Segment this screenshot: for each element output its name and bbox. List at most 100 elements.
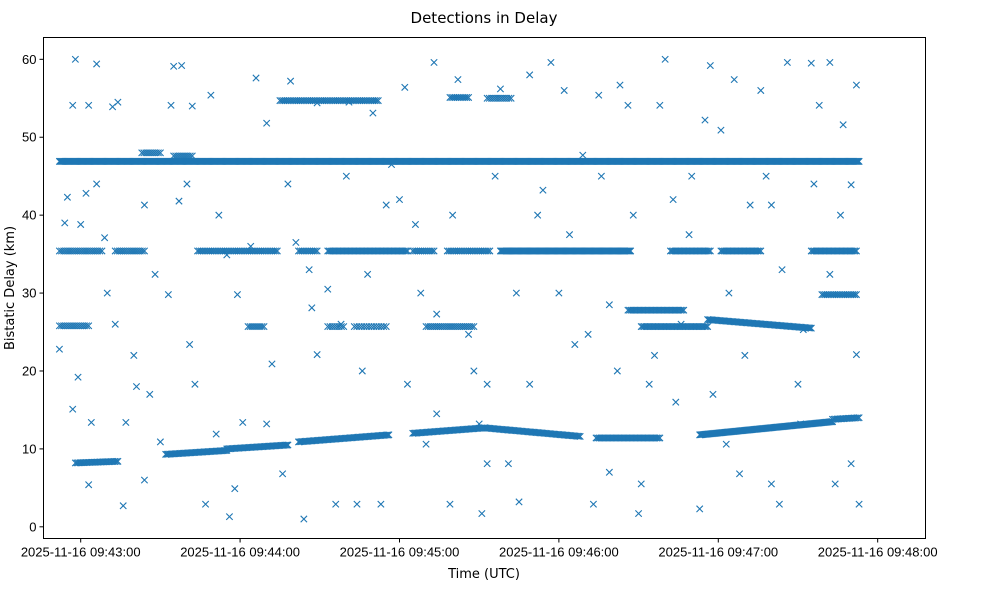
data-point bbox=[178, 61, 186, 70]
data-point bbox=[746, 201, 754, 209]
x-tick-label: 2025-11-16 09:43:00 bbox=[21, 545, 141, 560]
data-point bbox=[108, 103, 117, 111]
data-point bbox=[852, 351, 861, 359]
data-point bbox=[233, 291, 242, 299]
data-point bbox=[231, 485, 239, 493]
data-point bbox=[111, 320, 119, 328]
data-point bbox=[342, 172, 350, 180]
x-tick-label: 2025-11-16 09:45:00 bbox=[340, 545, 460, 560]
data-point bbox=[515, 498, 523, 506]
data-point bbox=[470, 367, 478, 375]
data-point bbox=[273, 247, 281, 255]
y-tick-label: 30 bbox=[22, 286, 36, 301]
data-point bbox=[526, 71, 534, 79]
data-point bbox=[140, 247, 149, 255]
data-point bbox=[372, 97, 380, 105]
data-point bbox=[807, 59, 815, 67]
data-point bbox=[855, 157, 863, 165]
data-point bbox=[565, 231, 574, 239]
y-tick-label: 50 bbox=[22, 130, 36, 145]
data-point bbox=[852, 414, 860, 422]
data-point bbox=[284, 180, 292, 188]
data-point bbox=[85, 101, 93, 109]
y-axis: 0 10 20 30 40 50 60 bbox=[22, 52, 44, 534]
data-point bbox=[164, 291, 172, 299]
data-point bbox=[645, 380, 653, 388]
data-point bbox=[449, 211, 457, 219]
data-point bbox=[836, 211, 845, 219]
y-tick-label: 60 bbox=[22, 52, 36, 67]
data-point bbox=[93, 60, 101, 68]
data-point bbox=[483, 460, 491, 468]
data-point bbox=[69, 101, 77, 109]
data-point bbox=[704, 322, 712, 331]
data-point bbox=[555, 289, 563, 297]
data-point bbox=[735, 470, 744, 478]
data-point bbox=[717, 126, 725, 134]
data-point bbox=[252, 74, 260, 82]
data-point bbox=[247, 242, 255, 250]
data-point bbox=[478, 509, 486, 518]
data-point bbox=[271, 247, 280, 255]
data-point bbox=[854, 157, 862, 165]
data-point bbox=[369, 109, 377, 117]
data-point bbox=[215, 211, 223, 219]
data-point bbox=[810, 180, 818, 188]
data-point bbox=[654, 434, 662, 442]
data-point bbox=[741, 351, 749, 359]
data-point bbox=[258, 322, 266, 331]
data-point bbox=[616, 81, 624, 89]
data-point bbox=[308, 304, 316, 312]
data-point bbox=[496, 85, 505, 93]
y-tick-label: 0 bbox=[29, 519, 36, 534]
data-point bbox=[77, 220, 85, 229]
data-point bbox=[623, 247, 632, 255]
data-point bbox=[101, 234, 109, 242]
data-point bbox=[484, 247, 492, 255]
data-point bbox=[853, 157, 861, 165]
data-point bbox=[815, 101, 823, 109]
data-point bbox=[629, 211, 637, 219]
data-point bbox=[313, 99, 321, 107]
y-axis-label: Bistatic Delay (km) bbox=[3, 226, 18, 350]
data-point bbox=[706, 247, 714, 255]
data-point bbox=[757, 86, 765, 95]
data-point bbox=[446, 500, 454, 508]
data-point bbox=[191, 380, 199, 388]
data-point bbox=[855, 414, 863, 422]
data-point bbox=[430, 58, 438, 67]
data-point bbox=[337, 322, 346, 331]
data-point bbox=[799, 326, 807, 334]
data-point bbox=[454, 75, 462, 84]
data-point bbox=[700, 322, 709, 331]
data-point bbox=[475, 420, 483, 428]
data-point bbox=[138, 247, 146, 255]
data-point bbox=[395, 195, 404, 204]
data-point bbox=[402, 247, 410, 255]
data-point bbox=[852, 81, 861, 89]
data-point bbox=[433, 410, 441, 418]
data-point bbox=[634, 509, 643, 518]
x-tick-label: 2025-11-16 09:48:00 bbox=[818, 545, 938, 560]
data-point bbox=[539, 186, 547, 194]
x-axis: 2025-11-16 09:43:00 2025-11-16 09:44:00 20… bbox=[21, 538, 938, 560]
data-point bbox=[762, 172, 770, 180]
data-point bbox=[685, 231, 693, 239]
data-point bbox=[281, 441, 289, 449]
data-point bbox=[260, 322, 268, 331]
data-point bbox=[625, 247, 634, 255]
data-point bbox=[505, 94, 513, 102]
data-point bbox=[853, 414, 862, 422]
data-point bbox=[112, 457, 120, 466]
data-point bbox=[464, 93, 473, 102]
data-point bbox=[430, 247, 438, 255]
data-point bbox=[571, 340, 579, 349]
data-point bbox=[579, 151, 587, 159]
data-point bbox=[282, 441, 291, 449]
data-point bbox=[852, 291, 861, 299]
data-point bbox=[767, 480, 776, 488]
data-point bbox=[589, 500, 598, 508]
data-point bbox=[851, 291, 859, 299]
data-point bbox=[385, 431, 393, 439]
